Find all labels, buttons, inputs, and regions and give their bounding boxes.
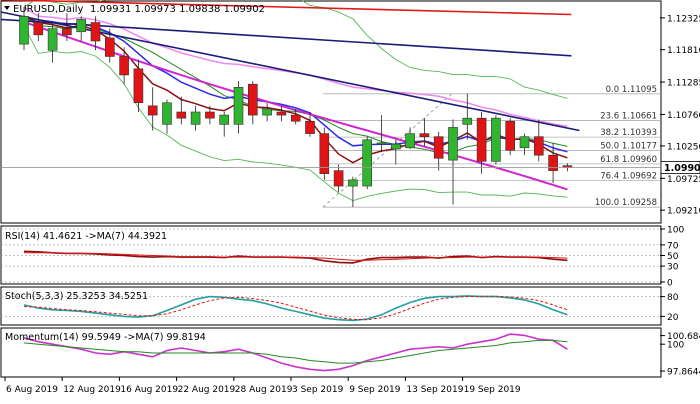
momentum-panel[interactable] <box>0 327 662 378</box>
date-tick-label: 9 Sep 2019 <box>349 385 401 395</box>
momentum-line <box>23 333 568 372</box>
chart-ohlc: 1.09931 1.09973 1.09838 1.09902 <box>90 4 265 15</box>
price-tick-label: 1.09210 <box>667 207 700 217</box>
candle-body <box>533 136 544 156</box>
axis-tick-label: 20 <box>667 313 679 323</box>
candle-body <box>348 179 358 187</box>
date-tick-label: 6 Aug 2019 <box>6 385 58 395</box>
candle-body <box>33 22 44 36</box>
candle-body <box>262 108 272 116</box>
sma-200-line <box>0 0 572 16</box>
candle-body <box>433 136 444 159</box>
rsi-label: RSI(14) 41.4621 ->MA(7) 44.3921 <box>5 231 167 242</box>
axis-tick-label: 50 <box>667 252 679 262</box>
candle-body <box>390 143 401 150</box>
date-tick-label: 3 Sep 2019 <box>292 385 344 395</box>
candle-body <box>19 16 29 45</box>
candle-body <box>105 37 115 57</box>
candle-body <box>548 154 558 171</box>
candle-body <box>47 28 58 51</box>
price-tick-label: 1.11285 <box>667 79 700 89</box>
axis-tick-label: 100 <box>667 226 684 236</box>
candle-body <box>319 133 330 175</box>
candle-body <box>448 127 458 161</box>
date-tick-label: 12 Aug 2019 <box>63 385 121 395</box>
candle-body <box>333 170 344 187</box>
price-tick-label: 1.10760 <box>667 111 700 121</box>
collapse-triangle-icon[interactable] <box>4 6 10 10</box>
main-panel[interactable] <box>0 0 662 224</box>
candle-body <box>376 142 387 145</box>
fib-level-label: 38.2 1.10393 <box>600 128 657 138</box>
candle-body <box>419 133 430 137</box>
fib-level-label: 0.0 1.11095 <box>606 85 657 95</box>
fib-level-label: 100.0 1.09258 <box>595 198 657 208</box>
candle-body <box>290 114 301 122</box>
candle-body <box>62 28 72 36</box>
candle-body <box>505 120 516 151</box>
candle-body <box>405 133 415 149</box>
candle-body <box>190 111 201 125</box>
current-price-label: 1.09902 <box>664 163 700 174</box>
axis-tick-label: 0 <box>667 279 673 289</box>
axis-tick-label: 30 <box>667 263 679 273</box>
price-tick-label: 1.09725 <box>667 175 700 185</box>
axis-tick-label: 100.6842 <box>667 332 700 342</box>
axis-tick-label: 70 <box>667 241 679 251</box>
candle-body <box>133 68 144 104</box>
date-tick-label: 22 Aug 2019 <box>178 385 236 395</box>
rsi-ma-line <box>24 252 568 261</box>
candle-body <box>276 111 287 116</box>
fib-level-label: 50.0 1.10177 <box>600 141 657 151</box>
axis-tick-label: 100 <box>667 341 684 351</box>
axis-tick-label: 97.8644 <box>667 368 700 378</box>
stoch-panel[interactable] <box>0 286 662 326</box>
candle-body <box>76 19 86 33</box>
candle-body <box>305 120 315 134</box>
fib-level-label: 76.4 1.09692 <box>600 171 657 181</box>
date-tick-label: 19 Sep 2019 <box>464 385 521 395</box>
candle-body <box>205 111 215 119</box>
current-price-box <box>660 161 700 174</box>
momentum-ma-line <box>23 339 568 364</box>
fib-level-label: 23.6 1.10661 <box>600 112 657 122</box>
date-tick-label: 13 Sep 2019 <box>406 385 463 395</box>
candle-body <box>248 83 258 116</box>
candle-body <box>476 117 487 162</box>
bollinger-upper-line <box>23 0 568 99</box>
candle-body <box>462 117 473 125</box>
price-tick-label: 1.11810 <box>667 46 700 56</box>
candle-body <box>90 22 101 42</box>
date-tick-label: 28 Aug 2019 <box>235 385 293 395</box>
chart-symbol: EURUSD,Daily <box>13 4 84 15</box>
candle-body <box>162 102 172 125</box>
fib-level-label: 61.8 1.09960 <box>600 155 657 165</box>
date-tick-label: 16 Aug 2019 <box>120 385 178 395</box>
candle-body <box>233 87 244 125</box>
momentum-label: Momentum(14) 99.5949 ->MA(7) 99.8194 <box>5 332 206 343</box>
candle-body <box>491 117 501 162</box>
candle-body <box>119 56 129 76</box>
price-tick-label: 1.10250 <box>667 142 700 152</box>
candle-body <box>362 139 373 187</box>
sma-100-line <box>0 18 572 57</box>
stoch-label: Stoch(5,3,3) 25.3253 34.5251 <box>5 291 148 302</box>
axis-tick-label: 80 <box>667 293 679 303</box>
candle-body <box>219 114 229 125</box>
stoch-signal-line <box>23 295 568 321</box>
candle-body <box>147 105 158 116</box>
price-tick-label: 1.12325 <box>667 14 700 24</box>
candle-body <box>519 136 530 149</box>
candle-body <box>176 111 187 119</box>
